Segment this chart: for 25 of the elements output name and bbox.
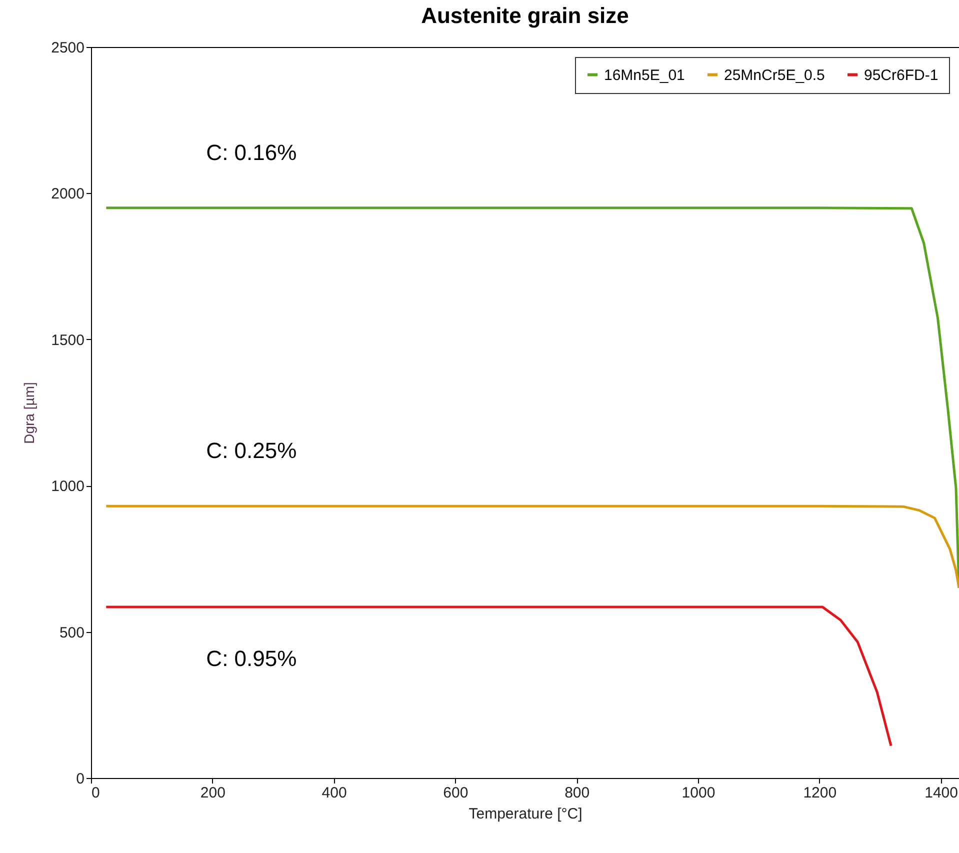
annotation: C: 0.95%	[206, 646, 297, 671]
y-tick-label: 500	[59, 624, 84, 642]
chart-title: Austenite grain size	[421, 3, 629, 28]
x-tick-label: 200	[200, 784, 226, 802]
x-tick-label: 1000	[682, 784, 716, 802]
y-tick-label: 1000	[51, 478, 84, 496]
y-axis-title: Dgra [µm]	[21, 382, 38, 444]
x-tick-label: 0	[92, 784, 100, 802]
y-tick-label: 2500	[51, 40, 84, 56]
x-axis-title: Temperature [°C]	[468, 806, 582, 822]
legend-label: 25MnCr5E_0.5	[724, 66, 825, 84]
line-series	[104, 504, 959, 590]
legend-label: 95Cr6FD-1	[864, 66, 938, 84]
y-tick-label: 1500	[51, 332, 84, 349]
y-tick-label: 2000	[51, 186, 84, 203]
x-tick-label: 1200	[803, 784, 837, 802]
annotation: C: 0.16%	[206, 140, 297, 165]
x-tick-label: 1400	[924, 784, 958, 802]
legend-label: 16Mn5E_01	[604, 66, 685, 84]
y-tick-label: 0	[76, 770, 84, 788]
annotation: C: 0.25%	[206, 438, 297, 464]
line-series	[104, 606, 892, 748]
x-tick-label: 600	[443, 784, 468, 802]
x-tick-label: 800	[564, 784, 590, 802]
x-tick-label: 400	[322, 784, 347, 802]
